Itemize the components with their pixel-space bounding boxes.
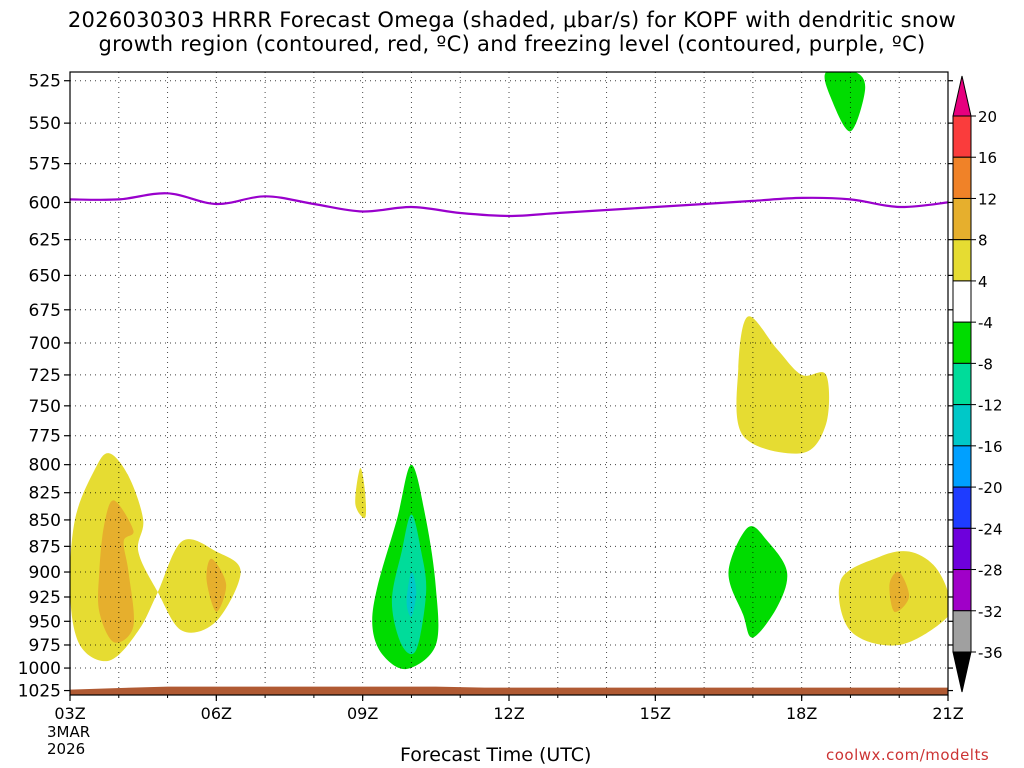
y-tick-label-625: 625 [29, 231, 61, 251]
y-tick-label-1025: 1025 [18, 682, 61, 702]
x-tick-label-18Z: 18Z [786, 704, 817, 723]
colorbar-top-arrow [952, 75, 972, 117]
omega-region-10 [406, 571, 417, 617]
y-tick-label-750: 750 [29, 397, 61, 417]
colorbar-box-12 [952, 569, 972, 612]
omega-regions [70, 72, 948, 670]
colorbar-label--4: -4 [978, 314, 993, 332]
terrain-layer [70, 686, 948, 695]
colorbar-box-4 [952, 239, 972, 282]
x-axis: 03Z 06Z 09Z 12Z 15Z 18Z 21Z [54, 695, 964, 723]
chart-title: 2026030303 HRRR Forecast Omega (shaded, … [0, 8, 1024, 56]
y-tick-label-950: 950 [29, 612, 61, 632]
y-tick-label-550: 550 [29, 114, 61, 134]
colorbar-box-6 [952, 321, 972, 364]
start-date-day: 3MAR [47, 723, 91, 741]
colorbar-box-10 [952, 486, 972, 529]
colorbar: 20 16 12 8 4 -4 -8 -12 -16 -20 -24 -28 -32 -36 [952, 75, 1003, 693]
colorbar-box-7 [952, 362, 972, 406]
omega-region-7 [889, 571, 910, 612]
x-tick-label-21Z: 21Z [932, 704, 963, 723]
y-tick-label-675: 675 [29, 301, 61, 321]
y-tick-label-900: 900 [29, 563, 61, 583]
colorbar-box-3 [952, 197, 972, 241]
title-line-2: growth region (contoured, red, ºC) and f… [98, 32, 926, 56]
omega-region-5 [736, 316, 830, 454]
y-tick-label-1000: 1000 [18, 659, 61, 679]
colorbar-box-9 [952, 445, 972, 488]
colorbar-label--12: -12 [978, 397, 1003, 415]
y-tick-label-850: 850 [29, 511, 61, 531]
y-tick-label-525: 525 [29, 72, 61, 92]
colorbar-box-1 [952, 115, 972, 158]
y-tick-label-775: 775 [29, 427, 61, 447]
title-line-1: 2026030303 HRRR Forecast Omega (shaded, … [67, 8, 957, 32]
colorbar-label--28: -28 [978, 562, 1003, 580]
omega-region-11 [728, 526, 788, 638]
x-tick-label-03Z: 03Z [54, 704, 85, 723]
y-tick-label-700: 700 [29, 334, 61, 354]
colorbar-box-2 [952, 156, 972, 199]
freezing-level-line [70, 192, 948, 218]
x-tick-label-06Z: 06Z [201, 704, 232, 723]
freezing-level-layer [70, 192, 948, 218]
colorbar-label-12: 12 [978, 190, 997, 208]
surface-terrain [70, 686, 948, 695]
x-tick-label-09Z: 09Z [347, 704, 378, 723]
colorbar-box-5 [952, 280, 972, 323]
x-tick-label-12Z: 12Z [493, 704, 524, 723]
colorbar-box-13 [952, 610, 972, 653]
omega-region-12 [824, 72, 866, 132]
omega-region-3 [206, 558, 227, 612]
y-tick-label-650: 650 [29, 266, 61, 286]
colorbar-label--32: -32 [978, 603, 1003, 621]
y-tick-label-975: 975 [29, 636, 61, 656]
colorbar-label-8: 8 [978, 232, 988, 250]
y-tick-label-925: 925 [29, 588, 61, 608]
start-date-year: 2026 [47, 740, 86, 758]
colorbar-label--16: -16 [978, 438, 1003, 456]
colorbar-label-4: 4 [978, 273, 988, 291]
colorbar-label--36: -36 [978, 644, 1003, 662]
colorbar-label-20: 20 [978, 108, 997, 126]
colorbar-box-11 [952, 527, 972, 571]
y-tick-label-875: 875 [29, 537, 61, 557]
colorbar-label--24: -24 [978, 520, 1003, 538]
y-tick-label-825: 825 [29, 484, 61, 504]
colorbar-bottom-arrow [952, 651, 972, 693]
x-axis-label: Forecast Time (UTC) [400, 744, 592, 766]
y-axis: 525 550 575 600 625 650 675 700 725 750 775 800 825 8… [18, 72, 953, 702]
x-tick-label-15Z: 15Z [640, 704, 671, 723]
y-tick-label-600: 600 [29, 193, 61, 213]
site-credit: coolwx.com/modelts [826, 746, 990, 764]
colorbar-label--8: -8 [978, 355, 993, 373]
colorbar-box-8 [952, 404, 972, 447]
omega-region-2 [97, 500, 134, 643]
y-tick-label-725: 725 [29, 366, 61, 386]
colorbar-label-16: 16 [978, 149, 997, 167]
colorbar-label--20: -20 [978, 479, 1003, 497]
y-tick-label-800: 800 [29, 456, 61, 476]
y-tick-label-575: 575 [29, 155, 61, 175]
